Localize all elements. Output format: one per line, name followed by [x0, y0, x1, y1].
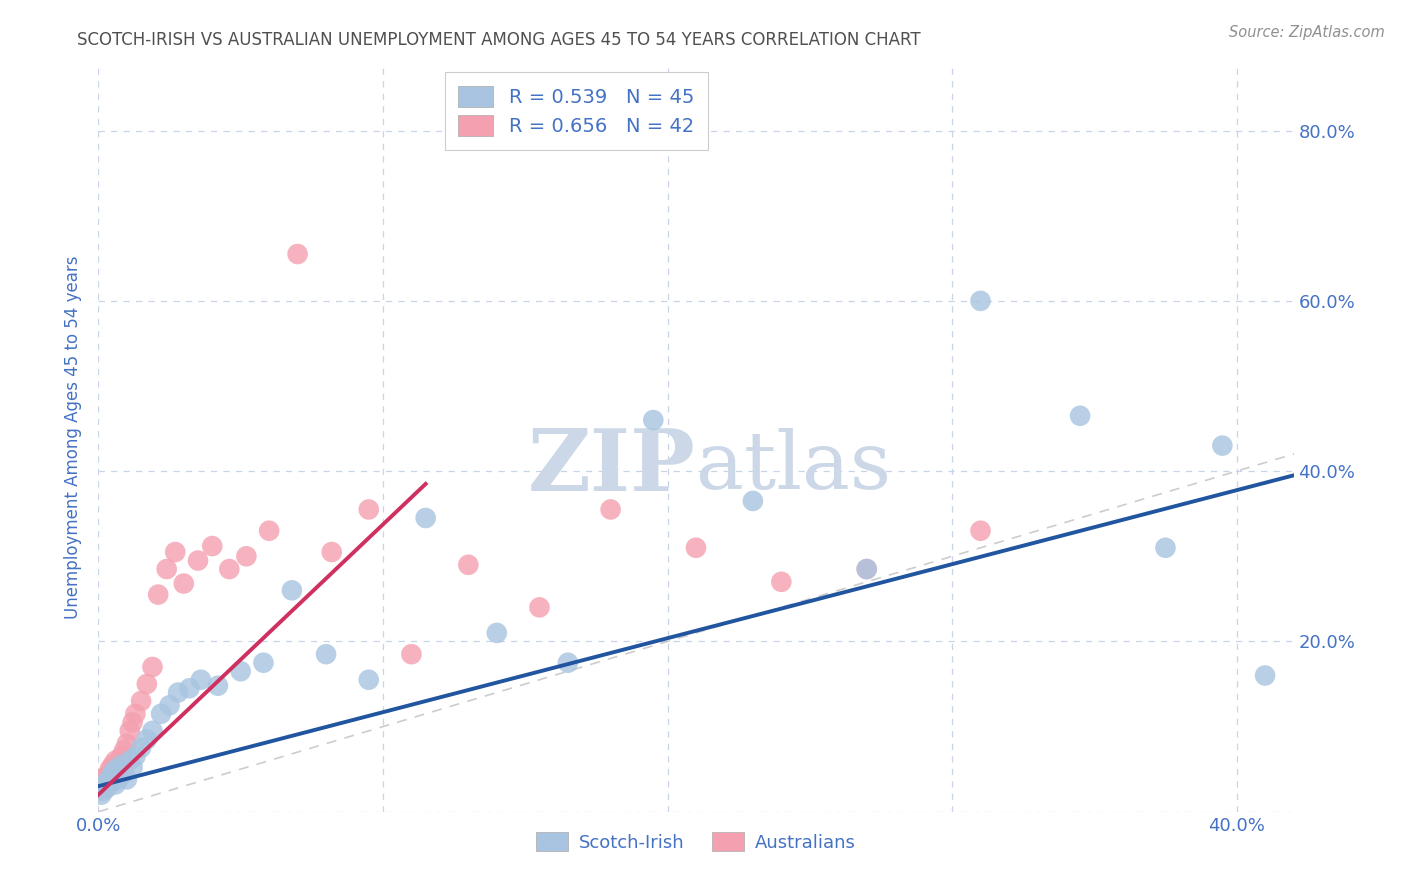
- Point: [93, 779, 115, 793]
- Text: atlas: atlas: [696, 428, 891, 506]
- Point: [529, 600, 551, 615]
- Point: [179, 681, 201, 696]
- Text: SCOTCH-IRISH VS AUSTRALIAN UNEMPLOYMENT AMONG AGES 45 TO 54 YEARS CORRELATION CH: SCOTCH-IRISH VS AUSTRALIAN UNEMPLOYMENT …: [77, 31, 921, 49]
- Point: [101, 772, 124, 787]
- Point: [1069, 409, 1091, 423]
- Point: [315, 647, 337, 661]
- Point: [110, 749, 132, 764]
- Point: [124, 706, 146, 721]
- Point: [129, 694, 152, 708]
- Point: [135, 677, 157, 691]
- Point: [685, 541, 707, 555]
- Point: [167, 685, 190, 699]
- Point: [969, 524, 991, 538]
- Point: [101, 766, 124, 780]
- Point: [104, 777, 127, 791]
- Point: [124, 749, 146, 764]
- Point: [321, 545, 343, 559]
- Point: [457, 558, 479, 572]
- Point: [107, 762, 129, 776]
- Point: [90, 783, 112, 797]
- Point: [107, 772, 129, 787]
- Point: [235, 549, 257, 564]
- Point: [118, 723, 141, 738]
- Point: [98, 777, 121, 791]
- Point: [173, 576, 195, 591]
- Point: [107, 769, 129, 783]
- Point: [187, 553, 209, 567]
- Point: [969, 293, 991, 308]
- Point: [98, 762, 121, 776]
- Point: [121, 715, 143, 730]
- Text: Source: ZipAtlas.com: Source: ZipAtlas.com: [1229, 25, 1385, 40]
- Point: [1211, 439, 1233, 453]
- Point: [93, 779, 115, 793]
- Point: [135, 732, 157, 747]
- Point: [643, 413, 665, 427]
- Point: [855, 562, 877, 576]
- Point: [148, 588, 170, 602]
- Y-axis label: Unemployment Among Ages 45 to 54 years: Unemployment Among Ages 45 to 54 years: [65, 255, 83, 619]
- Point: [98, 771, 121, 785]
- Point: [415, 511, 437, 525]
- Point: [741, 494, 763, 508]
- Point: [104, 769, 127, 783]
- Point: [115, 772, 138, 787]
- Point: [118, 754, 141, 768]
- Point: [104, 754, 127, 768]
- Point: [485, 626, 508, 640]
- Point: [599, 502, 621, 516]
- Point: [112, 766, 135, 780]
- Point: [201, 539, 224, 553]
- Point: [104, 762, 127, 776]
- Point: [287, 247, 309, 261]
- Point: [159, 698, 181, 713]
- Text: ZIP: ZIP: [529, 425, 696, 509]
- Point: [96, 780, 118, 795]
- Point: [156, 562, 179, 576]
- Point: [257, 524, 280, 538]
- Point: [96, 775, 118, 789]
- Point: [98, 772, 121, 787]
- Point: [110, 758, 132, 772]
- Point: [229, 664, 252, 678]
- Point: [165, 545, 187, 559]
- Point: [150, 706, 173, 721]
- Point: [1154, 541, 1177, 555]
- Point: [115, 737, 138, 751]
- Point: [207, 679, 229, 693]
- Point: [357, 502, 380, 516]
- Point: [121, 760, 143, 774]
- Point: [129, 740, 152, 755]
- Point: [101, 766, 124, 780]
- Point: [141, 723, 163, 738]
- Point: [557, 656, 579, 670]
- Point: [190, 673, 212, 687]
- Point: [101, 758, 124, 772]
- Point: [93, 783, 115, 797]
- Point: [1254, 668, 1277, 682]
- Point: [112, 743, 135, 757]
- Point: [401, 647, 423, 661]
- Point: [281, 583, 304, 598]
- Point: [96, 775, 118, 789]
- Point: [96, 769, 118, 783]
- Point: [252, 656, 274, 670]
- Point: [141, 660, 163, 674]
- Point: [357, 673, 380, 687]
- Point: [90, 788, 112, 802]
- Point: [218, 562, 240, 576]
- Point: [110, 756, 132, 770]
- Point: [770, 574, 793, 589]
- Point: [110, 764, 132, 778]
- Point: [93, 771, 115, 785]
- Legend: Scotch-Irish, Australians: Scotch-Irish, Australians: [529, 824, 863, 859]
- Point: [855, 562, 877, 576]
